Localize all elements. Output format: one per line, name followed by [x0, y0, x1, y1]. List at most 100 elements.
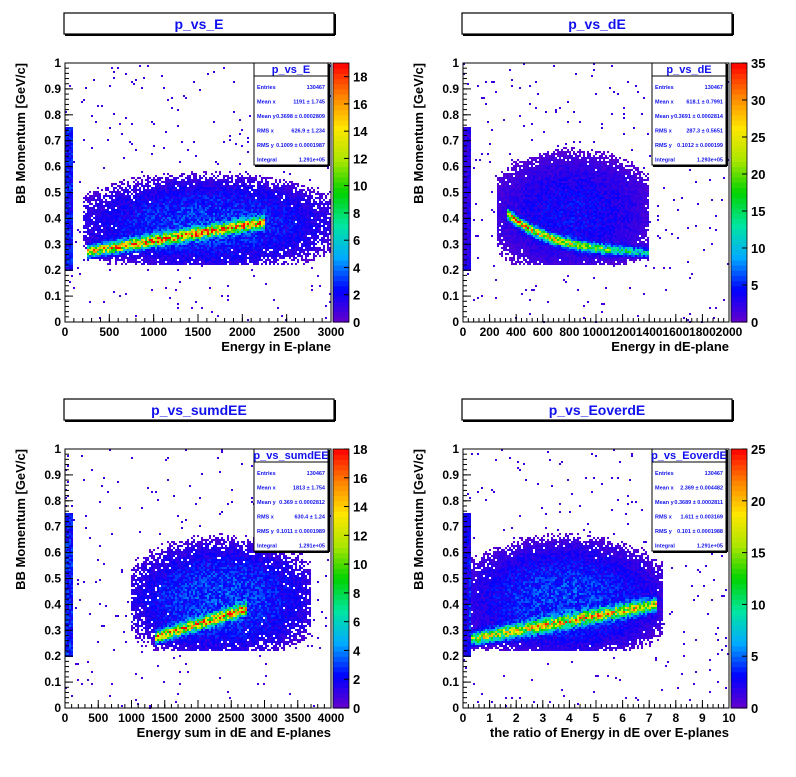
- heatmap-cell: [283, 189, 285, 191]
- heatmap-cell: [193, 197, 195, 199]
- heatmap-cell: [149, 209, 151, 211]
- heatmap-cell: [197, 243, 199, 245]
- heatmap-cell: [293, 219, 295, 221]
- heatmap-cell: [197, 245, 199, 247]
- heatmap-cell: [313, 257, 315, 259]
- heatmap-cell: [227, 193, 229, 195]
- heatmap-cell: [173, 183, 175, 185]
- heatmap-cell: [97, 257, 99, 259]
- heatmap-cell: [133, 177, 135, 179]
- heatmap-cell: [133, 241, 135, 243]
- heatmap-cell: [161, 195, 163, 197]
- heatmap-cell: [117, 237, 119, 239]
- heatmap-cell: [255, 205, 257, 207]
- heatmap-cell: [263, 221, 265, 223]
- heatmap-cell: [165, 253, 167, 255]
- heatmap-cell: [215, 181, 217, 183]
- heatmap-cell: [167, 225, 169, 227]
- heatmap-cell: [205, 231, 207, 233]
- heatmap-cell: [177, 249, 179, 251]
- heatmap-cell: [109, 85, 111, 87]
- heatmap-cell: [285, 225, 287, 227]
- heatmap-cell: [279, 197, 281, 199]
- heatmap-cell: [151, 231, 153, 233]
- heatmap-cell: [241, 229, 243, 231]
- heatmap-cell: [145, 221, 147, 223]
- heatmap-cell: [165, 201, 167, 203]
- heatmap-cell: [263, 233, 265, 235]
- heatmap-cell: [317, 223, 319, 225]
- heatmap-cell: [101, 229, 103, 231]
- heatmap-cell: [89, 245, 91, 247]
- heatmap-cell: [283, 209, 285, 211]
- heatmap-cell: [109, 203, 111, 205]
- heatmap-cell: [133, 203, 135, 205]
- heatmap-cell: [323, 253, 325, 255]
- heatmap-cell: [217, 207, 219, 209]
- heatmap-cell: [257, 183, 259, 185]
- heatmap-cell: [219, 185, 221, 187]
- heatmap-cell: [289, 233, 291, 235]
- heatmap-cell: [281, 221, 283, 223]
- heatmap-cell: [125, 201, 127, 203]
- heatmap-cell: [319, 247, 321, 249]
- heatmap-cell: [261, 215, 263, 217]
- heatmap-cell: [231, 201, 233, 203]
- heatmap-cell: [169, 251, 171, 253]
- heatmap-cell: [295, 213, 297, 215]
- heatmap-cell: [159, 225, 161, 227]
- heatmap-cell: [133, 211, 135, 213]
- heatmap-cell: [151, 233, 153, 235]
- heatmap-cell: [243, 179, 245, 181]
- heatmap-cell: [289, 225, 291, 227]
- heatmap-cell: [165, 131, 167, 133]
- heatmap-cell: [131, 215, 133, 217]
- heatmap-cell: [273, 201, 275, 203]
- heatmap-cell: [111, 203, 113, 205]
- heatmap-cell: [303, 219, 305, 221]
- heatmap-cell: [197, 231, 199, 233]
- heatmap-cell: [145, 189, 147, 191]
- heatmap-cell: [143, 187, 145, 189]
- heatmap-cell: [265, 181, 267, 183]
- heatmap-cell: [207, 207, 209, 209]
- heatmap-cell: [255, 213, 257, 215]
- heatmap-cell: [143, 243, 145, 245]
- heatmap-cell: [195, 235, 197, 237]
- heatmap-cell: [121, 257, 123, 259]
- heatmap-cell: [187, 187, 189, 189]
- heatmap-cell: [215, 187, 217, 189]
- heatmap-cell: [291, 217, 293, 219]
- heatmap-cell: [323, 193, 325, 195]
- heatmap-cell: [269, 227, 271, 229]
- heatmap-cell: [269, 239, 271, 241]
- heatmap-cell: [69, 147, 71, 149]
- heatmap-cell: [181, 253, 183, 255]
- heatmap-cell: [107, 247, 109, 249]
- heatmap-cell: [249, 251, 251, 253]
- heatmap-cell: [131, 237, 133, 239]
- heatmap-cell: [225, 211, 227, 213]
- heatmap-cell: [267, 213, 269, 215]
- heatmap-cell: [161, 235, 163, 237]
- heatmap-cell: [117, 243, 119, 245]
- heatmap-cell: [295, 243, 297, 245]
- heatmap-cell: [303, 195, 305, 197]
- heatmap-cell: [177, 227, 179, 229]
- heatmap-cell: [69, 213, 71, 215]
- heatmap-cell: [149, 259, 151, 261]
- heatmap-cell: [81, 101, 83, 103]
- heatmap-cell: [231, 255, 233, 257]
- heatmap-cell: [87, 257, 89, 259]
- heatmap-cell: [167, 213, 169, 215]
- heatmap-cell: [147, 209, 149, 211]
- heatmap-cell: [327, 203, 329, 205]
- heatmap-cell: [189, 209, 191, 211]
- heatmap-cell: [307, 243, 309, 245]
- heatmap-cell: [265, 231, 267, 233]
- heatmap-cell: [231, 205, 233, 207]
- heatmap-cell: [309, 205, 311, 207]
- heatmap-cell: [303, 193, 305, 195]
- heatmap-cell: [227, 239, 229, 241]
- heatmap-cell: [187, 251, 189, 253]
